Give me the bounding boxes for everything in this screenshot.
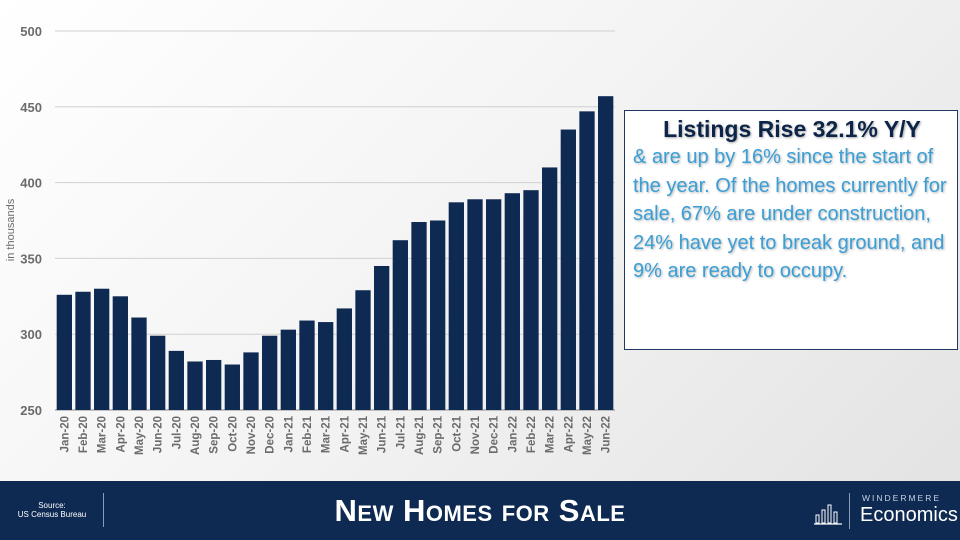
bar <box>262 335 278 410</box>
x-tick-label: Jul-21 <box>395 415 407 449</box>
bar <box>560 129 576 411</box>
logo-divider <box>849 493 850 529</box>
callout-body: & are up by 16% since the start of the y… <box>633 146 947 282</box>
x-tick-label: Mar-22 <box>545 416 557 453</box>
x-tick-label: Sep-21 <box>433 415 445 453</box>
bar <box>187 361 203 410</box>
x-tick-label: Dec-20 <box>265 416 277 454</box>
x-tick-label: Apr-20 <box>115 416 127 452</box>
source-note: Source: US Census Bureau <box>12 501 92 519</box>
x-tick-label: May-21 <box>358 415 370 455</box>
footer-bar: Source: US Census Bureau New Homes for S… <box>0 481 960 540</box>
gridlines <box>55 30 615 411</box>
bar <box>56 294 72 410</box>
bar <box>131 317 147 410</box>
bar <box>579 111 595 411</box>
brand-subname: Economics <box>860 504 958 526</box>
bar <box>355 290 371 410</box>
bar <box>75 291 91 410</box>
source-label: Source: <box>38 501 66 510</box>
bar <box>523 190 539 410</box>
x-tick-labels: Jan-20 Feb-20 Mar-20 Apr-20 May-20 Jun-20 Jul-… <box>59 415 612 455</box>
bar <box>280 329 296 410</box>
y-tick-labels: 250 300 350 400 450 500 <box>20 24 42 418</box>
bar <box>504 193 520 410</box>
x-tick-label: Jan-22 <box>507 416 519 452</box>
x-tick-label: Feb-22 <box>526 416 538 453</box>
bar <box>318 322 334 410</box>
y-tick-label: 450 <box>20 100 42 115</box>
callout-title: Listings Rise 32.1% Y/Y <box>663 116 921 142</box>
y-axis-label: in thousands <box>5 198 17 261</box>
bar <box>243 352 259 410</box>
slide-title: New Homes for Sale <box>334 493 626 528</box>
bar-chart: 250 300 350 400 450 500 Jan-20 Feb-20 Mar-20 Apr… <box>5 24 615 455</box>
bar <box>467 199 483 410</box>
source-name: US Census Bureau <box>17 510 87 519</box>
x-tick-label: Nov-21 <box>470 415 482 454</box>
footer-divider <box>103 493 104 527</box>
y-tick-label: 300 <box>20 327 42 342</box>
bar <box>411 222 427 410</box>
y-tick-label: 350 <box>20 251 42 266</box>
x-tick-label: Dec-21 <box>489 415 501 453</box>
bar <box>150 335 166 410</box>
bar <box>392 240 408 410</box>
bar <box>112 296 128 410</box>
x-tick-label: Mar-20 <box>97 416 109 453</box>
y-tick-label: 500 <box>20 24 42 39</box>
bar <box>336 308 352 410</box>
x-tick-label: May-20 <box>134 416 146 455</box>
bar-chart-logo-icon <box>814 504 842 525</box>
x-tick-label: Apr-22 <box>563 416 575 452</box>
bar <box>94 288 110 410</box>
x-tick-label: Jul-20 <box>171 416 183 449</box>
x-tick-label: Jun-20 <box>153 416 165 453</box>
bars <box>56 96 614 411</box>
x-tick-label: Aug-21 <box>414 415 426 455</box>
x-tick-label: Sep-20 <box>209 416 221 454</box>
x-tick-label: Jun-21 <box>377 415 389 453</box>
y-tick-label: 400 <box>20 176 42 191</box>
x-tick-label: Apr-21 <box>339 415 351 452</box>
bar <box>224 364 240 410</box>
x-tick-label: Oct-20 <box>227 416 239 452</box>
x-tick-label: Aug-20 <box>190 416 202 455</box>
bar <box>486 199 502 410</box>
x-tick-label: Feb-21 <box>302 415 314 453</box>
callout-box: Listings Rise 32.1% Y/Y & are up by 16% … <box>624 110 958 350</box>
x-tick-label: May-22 <box>582 416 594 455</box>
x-tick-label: Jan-21 <box>283 415 295 452</box>
x-tick-label: Oct-21 <box>451 415 463 451</box>
y-tick-label: 250 <box>20 403 42 418</box>
bar <box>299 320 315 410</box>
bar <box>448 202 464 410</box>
x-tick-label: Jun-22 <box>601 416 613 453</box>
x-tick-label: Feb-20 <box>78 416 90 453</box>
bar <box>374 265 390 410</box>
bar <box>430 220 446 410</box>
bar <box>598 96 614 411</box>
bar <box>542 167 558 410</box>
x-tick-label: Nov-20 <box>246 416 258 454</box>
x-tick-label: Mar-21 <box>321 415 333 453</box>
bar <box>206 359 222 410</box>
bar <box>168 350 184 410</box>
brand-name: WINDERMERE <box>862 493 942 503</box>
x-tick-label: Jan-20 <box>59 416 71 452</box>
